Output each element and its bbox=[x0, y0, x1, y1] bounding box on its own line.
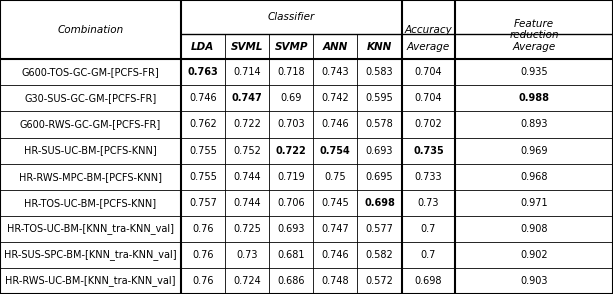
Text: 0.988: 0.988 bbox=[519, 93, 550, 103]
Text: 0.763: 0.763 bbox=[188, 67, 218, 77]
Text: 0.695: 0.695 bbox=[365, 172, 394, 182]
Text: 0.733: 0.733 bbox=[414, 172, 443, 182]
Text: KNN: KNN bbox=[367, 42, 392, 52]
Text: ANN: ANN bbox=[322, 42, 348, 52]
Text: 0.7: 0.7 bbox=[421, 250, 436, 260]
Text: 0.577: 0.577 bbox=[365, 224, 394, 234]
Text: 0.971: 0.971 bbox=[520, 198, 548, 208]
Text: 0.706: 0.706 bbox=[277, 198, 305, 208]
Text: 0.583: 0.583 bbox=[365, 67, 394, 77]
Text: Average: Average bbox=[512, 42, 556, 52]
Text: G30-SUS-GC-GM-[PCFS-FR]: G30-SUS-GC-GM-[PCFS-FR] bbox=[25, 93, 156, 103]
Text: 0.747: 0.747 bbox=[232, 93, 262, 103]
Text: 0.719: 0.719 bbox=[277, 172, 305, 182]
Text: Combination: Combination bbox=[57, 25, 124, 35]
Text: 0.968: 0.968 bbox=[520, 172, 548, 182]
Text: 0.702: 0.702 bbox=[414, 119, 443, 129]
Text: 0.686: 0.686 bbox=[278, 276, 305, 286]
Text: 0.935: 0.935 bbox=[520, 67, 548, 77]
Text: 0.748: 0.748 bbox=[321, 276, 349, 286]
Text: 0.746: 0.746 bbox=[321, 250, 349, 260]
Text: 0.722: 0.722 bbox=[276, 146, 306, 156]
Text: 0.745: 0.745 bbox=[321, 198, 349, 208]
Text: HR-TOS-UC-BM-[KNN_tra-KNN_val]: HR-TOS-UC-BM-[KNN_tra-KNN_val] bbox=[7, 223, 174, 234]
Text: 0.69: 0.69 bbox=[281, 93, 302, 103]
Text: 0.735: 0.735 bbox=[413, 146, 444, 156]
Text: 0.746: 0.746 bbox=[321, 119, 349, 129]
Text: G600-RWS-GC-GM-[PCFS-FR]: G600-RWS-GC-GM-[PCFS-FR] bbox=[20, 119, 161, 129]
Text: 0.743: 0.743 bbox=[321, 67, 349, 77]
Text: 0.703: 0.703 bbox=[277, 119, 305, 129]
Text: Feature
reduction: Feature reduction bbox=[509, 19, 559, 41]
Text: 0.76: 0.76 bbox=[192, 224, 214, 234]
Text: 0.681: 0.681 bbox=[278, 250, 305, 260]
Text: 0.595: 0.595 bbox=[365, 93, 394, 103]
Text: 0.73: 0.73 bbox=[236, 250, 258, 260]
Text: HR-TOS-UC-BM-[PCFS-KNN]: HR-TOS-UC-BM-[PCFS-KNN] bbox=[25, 198, 156, 208]
Text: 0.746: 0.746 bbox=[189, 93, 217, 103]
Text: 0.693: 0.693 bbox=[366, 146, 393, 156]
Text: 0.742: 0.742 bbox=[321, 93, 349, 103]
Text: 0.908: 0.908 bbox=[520, 224, 548, 234]
Text: 0.572: 0.572 bbox=[365, 276, 394, 286]
Text: 0.718: 0.718 bbox=[277, 67, 305, 77]
Text: 0.893: 0.893 bbox=[520, 119, 548, 129]
Text: 0.722: 0.722 bbox=[233, 119, 261, 129]
Text: HR-SUS-SPC-BM-[KNN_tra-KNN_val]: HR-SUS-SPC-BM-[KNN_tra-KNN_val] bbox=[4, 249, 177, 260]
Text: 0.747: 0.747 bbox=[321, 224, 349, 234]
Text: 0.73: 0.73 bbox=[417, 198, 440, 208]
Text: 0.76: 0.76 bbox=[192, 276, 214, 286]
Text: HR-RWS-MPC-BM-[PCFS-KNN]: HR-RWS-MPC-BM-[PCFS-KNN] bbox=[19, 172, 162, 182]
Text: 0.744: 0.744 bbox=[233, 172, 261, 182]
Text: Accuracy: Accuracy bbox=[405, 25, 452, 35]
Text: 0.762: 0.762 bbox=[189, 119, 217, 129]
Text: 0.752: 0.752 bbox=[233, 146, 261, 156]
Text: Classifier: Classifier bbox=[267, 12, 315, 22]
Text: 0.704: 0.704 bbox=[414, 67, 443, 77]
Text: HR-SUS-UC-BM-[PCFS-KNN]: HR-SUS-UC-BM-[PCFS-KNN] bbox=[24, 146, 157, 156]
Text: G600-TOS-GC-GM-[PCFS-FR]: G600-TOS-GC-GM-[PCFS-FR] bbox=[21, 67, 159, 77]
Text: 0.582: 0.582 bbox=[365, 250, 394, 260]
Text: 0.698: 0.698 bbox=[364, 198, 395, 208]
Text: SVMP: SVMP bbox=[275, 42, 308, 52]
Text: 0.578: 0.578 bbox=[365, 119, 394, 129]
Text: 0.724: 0.724 bbox=[233, 276, 261, 286]
Text: 0.7: 0.7 bbox=[421, 224, 436, 234]
Text: 0.757: 0.757 bbox=[189, 198, 217, 208]
Text: 0.755: 0.755 bbox=[189, 146, 217, 156]
Text: 0.75: 0.75 bbox=[324, 172, 346, 182]
Text: 0.76: 0.76 bbox=[192, 250, 214, 260]
Text: HR-RWS-UC-BM-[KNN_tra-KNN_val]: HR-RWS-UC-BM-[KNN_tra-KNN_val] bbox=[5, 275, 176, 286]
Text: 0.969: 0.969 bbox=[520, 146, 548, 156]
Text: 0.714: 0.714 bbox=[233, 67, 261, 77]
Text: 0.698: 0.698 bbox=[415, 276, 442, 286]
Text: 0.704: 0.704 bbox=[414, 93, 443, 103]
Text: 0.744: 0.744 bbox=[233, 198, 261, 208]
Text: LDA: LDA bbox=[191, 42, 215, 52]
Text: 0.725: 0.725 bbox=[233, 224, 261, 234]
Text: 0.902: 0.902 bbox=[520, 250, 548, 260]
Text: SVML: SVML bbox=[230, 42, 264, 52]
Text: 0.755: 0.755 bbox=[189, 172, 217, 182]
Text: Average: Average bbox=[407, 42, 450, 52]
Text: 0.903: 0.903 bbox=[520, 276, 548, 286]
Text: 0.754: 0.754 bbox=[320, 146, 351, 156]
Text: 0.693: 0.693 bbox=[278, 224, 305, 234]
